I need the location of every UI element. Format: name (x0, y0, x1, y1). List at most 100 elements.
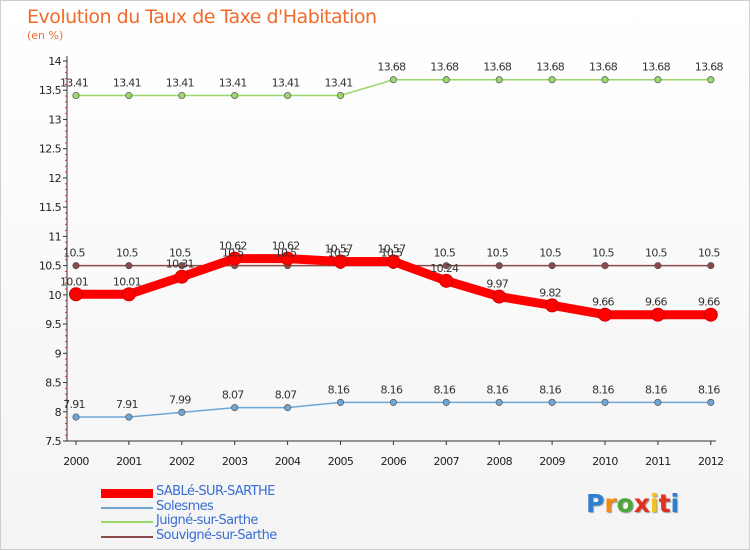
legend-swatch (101, 535, 153, 538)
data-label: 13.68 (589, 61, 618, 74)
x-tick-label: 2012 (698, 455, 724, 468)
data-point (548, 262, 556, 270)
data-label: 13.41 (113, 76, 141, 89)
y-tick-label: 10.5 (39, 260, 62, 273)
x-tick-label: 2005 (328, 455, 354, 468)
y-tick-label: 7.5 (45, 435, 61, 448)
data-label: 8.16 (539, 383, 561, 396)
data-label: 13.41 (166, 76, 194, 89)
data-point (703, 307, 718, 322)
data-point (333, 254, 348, 269)
data-label: 7.99 (169, 393, 191, 406)
data-point (548, 398, 556, 406)
data-label: 9.66 (698, 296, 720, 309)
data-label: 10.5 (698, 247, 720, 260)
y-tick-label: 11.5 (39, 201, 62, 214)
y-tick-label: 9.5 (45, 318, 61, 331)
data-label: 10.01 (60, 275, 88, 288)
data-label: 8.16 (433, 383, 455, 396)
data-point (386, 254, 401, 269)
data-label: 7.91 (116, 398, 138, 411)
data-label: 9.66 (645, 296, 667, 309)
logo-letter: t (658, 489, 671, 518)
data-point (121, 287, 136, 302)
data-point (598, 307, 612, 322)
y-tick-label: 14 (48, 55, 61, 68)
y-tick-label: 12 (48, 172, 61, 185)
legend-swatch (101, 488, 153, 498)
logo-letter: o (616, 489, 634, 518)
data-point (548, 76, 556, 84)
data-label: 10.62 (219, 240, 247, 253)
data-label: 10.62 (272, 240, 300, 253)
data-label: 10.5 (645, 247, 667, 260)
data-point (442, 76, 450, 84)
data-label: 10.24 (430, 262, 459, 275)
legend-label: Souvigné-sur-Sarthe (156, 527, 277, 543)
data-point (227, 251, 242, 266)
data-point (650, 307, 665, 322)
x-tick-label: 2000 (63, 455, 89, 468)
data-label: 8.16 (698, 383, 720, 396)
y-tick-label: 13 (48, 113, 61, 126)
data-label: 13.68 (695, 61, 724, 74)
data-point (125, 91, 133, 100)
x-tick-label: 2001 (116, 455, 142, 468)
data-label: 13.41 (60, 76, 88, 89)
data-point (495, 76, 503, 84)
data-point (280, 251, 295, 266)
data-point (284, 404, 292, 412)
data-point (707, 76, 715, 84)
data-label: 10.31 (166, 258, 194, 271)
data-point (389, 398, 397, 406)
x-tick-label: 2010 (592, 455, 618, 468)
data-point (178, 91, 186, 100)
data-label: 13.41 (219, 76, 247, 89)
data-point (654, 398, 662, 406)
data-label: 10.5 (486, 247, 508, 260)
data-label: 10.5 (328, 247, 350, 260)
x-tick-label: 2008 (486, 455, 512, 468)
data-label: 10.01 (113, 275, 141, 288)
data-label: 10.5 (539, 247, 561, 260)
data-label: 13.68 (430, 61, 459, 74)
data-label: 8.16 (645, 383, 667, 396)
data-point (707, 262, 715, 270)
logo-letter: x (633, 489, 650, 518)
data-point (231, 91, 239, 100)
x-tick-label: 2006 (381, 455, 407, 468)
data-point (69, 287, 83, 302)
data-label: 8.07 (222, 389, 244, 402)
logo-letter: i (670, 489, 680, 518)
data-point (178, 408, 186, 416)
x-tick-label: 2003 (222, 455, 248, 468)
data-label: 8.07 (275, 389, 297, 402)
proxiti-logo: Proxiti (586, 489, 679, 518)
data-label: 8.16 (486, 383, 508, 396)
y-tick-label: 10 (48, 289, 61, 302)
data-label: 10.5 (116, 247, 138, 260)
data-label: 10.5 (169, 247, 191, 260)
data-point (654, 76, 662, 84)
data-point (707, 398, 715, 406)
data-label: 10.5 (275, 247, 297, 260)
data-point (492, 289, 507, 304)
data-point (442, 398, 450, 406)
data-label: 10.5 (63, 247, 85, 260)
data-label: 10.5 (222, 247, 244, 260)
y-tick-label: 8 (55, 406, 62, 419)
data-point (654, 262, 662, 270)
data-point (72, 262, 80, 270)
data-point (495, 262, 503, 270)
legend-label: Solesmes (156, 498, 214, 514)
data-point (389, 76, 397, 84)
data-point (601, 398, 609, 406)
logo-letter: P (586, 489, 605, 518)
data-label: 10.5 (592, 247, 614, 260)
data-point (284, 91, 292, 100)
data-point (178, 262, 186, 270)
chart-title: Evolution du Taux de Taxe d'Habitation (27, 6, 377, 28)
data-point (125, 262, 133, 270)
x-tick-label: 2009 (539, 455, 565, 468)
